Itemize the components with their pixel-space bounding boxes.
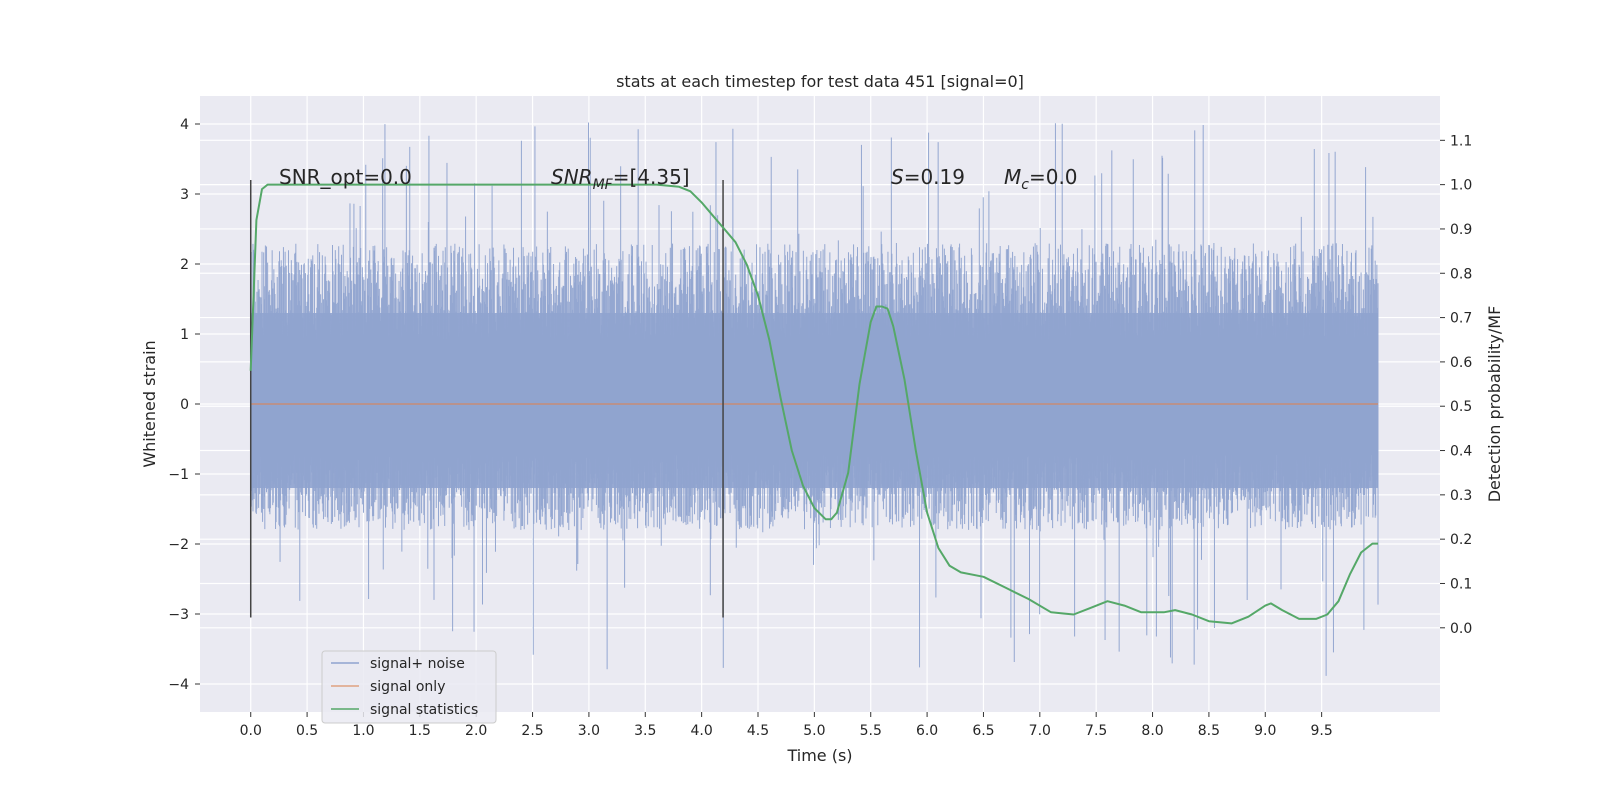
legend-box bbox=[321, 650, 497, 724]
x-tick-label: 4.0 bbox=[691, 723, 713, 739]
x-tick-label: 1.0 bbox=[352, 723, 374, 739]
x-tick-label: 6.0 bbox=[916, 723, 938, 739]
signal-statistics-series bbox=[249, 183, 1378, 625]
y-tick-label: 2 bbox=[180, 257, 189, 273]
annotation-snr-mf-sub: MF bbox=[593, 177, 614, 193]
annotation-mc-symbol: M bbox=[1004, 165, 1021, 189]
annotations: SNR_opt=0.0 SNRMF=[4.35] S=0.19 Mc=0.0 bbox=[279, 165, 1078, 193]
y2-tick-label: 0.4 bbox=[1450, 444, 1472, 460]
legend: signal+ noise signal only signal statist… bbox=[321, 650, 497, 724]
y2-tick-label: 0.7 bbox=[1450, 311, 1472, 327]
y2-tick-label: 0.9 bbox=[1450, 222, 1472, 238]
annotation-mc-sub: c bbox=[1021, 177, 1029, 193]
y2-axis-label: Detection probability/MF bbox=[1485, 306, 1504, 503]
y-tick-label: 4 bbox=[180, 117, 189, 133]
x-tick-label: 9.5 bbox=[1311, 723, 1333, 739]
y-axis-label: Whitened strain bbox=[140, 340, 159, 467]
x-tick-label: 6.5 bbox=[972, 723, 994, 739]
annotation-s-value: =0.19 bbox=[904, 165, 965, 189]
chart-title: stats at each timestep for test data 451… bbox=[616, 72, 1024, 91]
annotation-snr-mf-value: =[4.35] bbox=[613, 165, 690, 189]
y-tick-label: 0 bbox=[180, 397, 189, 413]
vertical-markers bbox=[249, 180, 724, 618]
x-tick-label: 2.0 bbox=[465, 723, 487, 739]
y2-tick-label: 0.0 bbox=[1450, 621, 1472, 637]
x-tick-label: 2.5 bbox=[521, 723, 543, 739]
y2-tick-label: 0.5 bbox=[1450, 399, 1472, 415]
annotation-snr-mf-base: SNR bbox=[551, 165, 593, 189]
y2-tick-label: 0.6 bbox=[1450, 355, 1472, 371]
y2-tick-label: 0.3 bbox=[1450, 488, 1472, 504]
legend-label-signal-only: signal only bbox=[370, 679, 445, 695]
x-axis-label: Time (s) bbox=[786, 746, 852, 765]
y-tick-label: 1 bbox=[180, 327, 189, 343]
y-tick-label: −2 bbox=[168, 537, 189, 553]
y-tick-label: 3 bbox=[180, 187, 189, 203]
x-tick-label: 7.0 bbox=[1029, 723, 1051, 739]
x-tick-label: 9.0 bbox=[1254, 723, 1276, 739]
x-tick-label: 8.5 bbox=[1198, 723, 1220, 739]
x-tick-label: 8.0 bbox=[1141, 723, 1163, 739]
x-tick-label: 1.5 bbox=[409, 723, 431, 739]
x-tick-label: 0.5 bbox=[296, 723, 318, 739]
annotation-snr-mf: SNRMF=[4.35] bbox=[551, 165, 690, 193]
x-tick-label: 3.5 bbox=[634, 723, 656, 739]
y2-tick-label: 0.8 bbox=[1450, 266, 1472, 282]
y2-tick-label: 1.1 bbox=[1450, 133, 1472, 149]
x-tick-label: 3.0 bbox=[578, 723, 600, 739]
signal-statistics-line bbox=[249, 183, 1378, 625]
tick-labels: 0.0 0.5 1.0 1.5 2.0 2.5 3.0 3.5 4.0 4.5 5.0 5.5 6.0 6… bbox=[168, 117, 1472, 739]
annotation-s-symbol: S bbox=[891, 165, 904, 189]
y-tick-label: −3 bbox=[168, 607, 189, 623]
y2-tick-label: 0.2 bbox=[1450, 532, 1472, 548]
signal-noise-series bbox=[250, 122, 1379, 676]
legend-label-signal-statistics: signal statistics bbox=[370, 702, 478, 718]
y2-tick-label: 1.0 bbox=[1450, 178, 1472, 194]
x-tick-label: 5.5 bbox=[860, 723, 882, 739]
y2-tick-label: 0.1 bbox=[1450, 576, 1472, 592]
legend-label-signal-noise: signal+ noise bbox=[370, 656, 465, 672]
annotation-snr-opt: SNR_opt=0.0 bbox=[279, 165, 412, 189]
x-tick-label: 4.5 bbox=[747, 723, 769, 739]
annotation-mc-value: =0.0 bbox=[1029, 165, 1078, 189]
y-tick-label: −1 bbox=[168, 467, 189, 483]
x-tick-label: 0.0 bbox=[240, 723, 262, 739]
y-tick-label: −4 bbox=[168, 677, 189, 693]
annotation-mc: Mc=0.0 bbox=[1004, 165, 1078, 193]
x-tick-label: 7.5 bbox=[1085, 723, 1107, 739]
x-tick-label: 5.0 bbox=[803, 723, 825, 739]
annotation-s: S=0.19 bbox=[891, 165, 965, 189]
